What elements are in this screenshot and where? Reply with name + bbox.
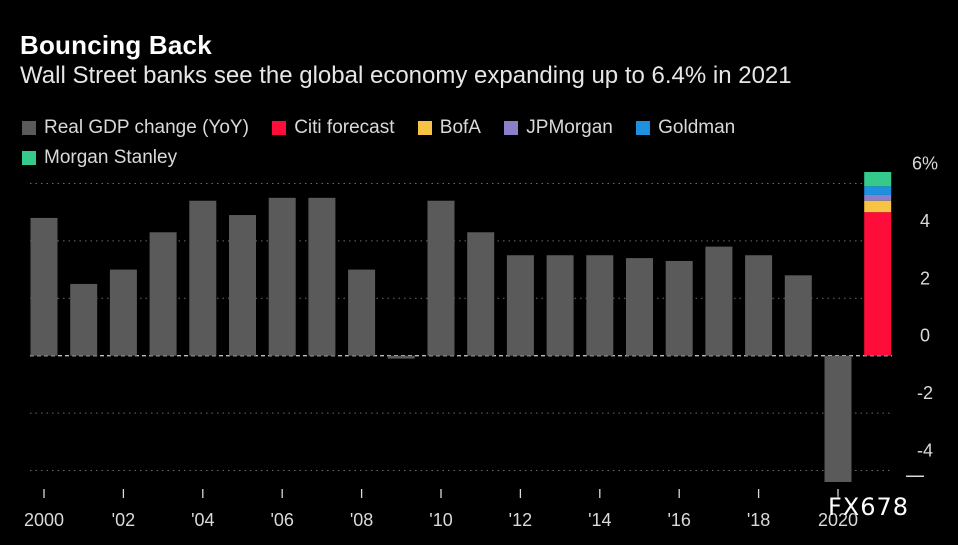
legend-item-gdp: Real GDP change (YoY) xyxy=(22,114,249,142)
bar-2020 xyxy=(824,355,852,482)
legend-label-gdp: Real GDP change (YoY) xyxy=(44,117,249,138)
x-tick-label: '10 xyxy=(429,510,452,530)
x-tick-label: '02 xyxy=(112,510,135,530)
y-axis-ticks: 6% 4 2 0 -2 -4 xyxy=(912,153,938,460)
legend: Real GDP change (YoY) Citi forecast BofA… xyxy=(22,114,862,174)
bar-2004 xyxy=(189,200,217,356)
y-tick-label: 0 xyxy=(920,326,930,346)
legend-label-bofa: BofA xyxy=(439,117,481,138)
bar-2015 xyxy=(626,258,653,356)
x-tick-label: '12 xyxy=(509,510,532,530)
chart-title: Bouncing Back xyxy=(20,30,212,60)
x-tick-label: 2020 xyxy=(818,510,858,530)
legend-swatch-gdp xyxy=(22,121,36,135)
y-tick-label: 4 xyxy=(920,211,930,231)
legend-item-morgan-stanley: Morgan Stanley xyxy=(22,144,177,172)
y-tick-label: 2 xyxy=(920,268,930,288)
legend-item-citi: Citi forecast xyxy=(272,114,395,142)
x-tick-label: '08 xyxy=(350,510,373,530)
x-tick-label: '06 xyxy=(270,510,293,530)
legend-swatch-bofa xyxy=(417,121,432,135)
x-axis-ticks: 2000 '02 '04 '06 '08 '10 '12 '14 '16 '18 2020 xyxy=(24,489,858,530)
y-tick-label: -2 xyxy=(917,383,933,403)
bar-2021-bofa xyxy=(864,200,892,213)
bar-2013 xyxy=(546,255,574,356)
bar-2021-jpmorgan xyxy=(864,194,892,201)
legend-label-goldman: Goldman xyxy=(658,117,736,138)
legend-label-morgan-stanley: Morgan Stanley xyxy=(44,147,178,168)
bar-2017 xyxy=(705,246,733,356)
legend-swatch-morgan-stanley xyxy=(22,151,36,165)
chart-subtitle: Wall Street banks see the global economy… xyxy=(20,62,792,89)
bar-2007 xyxy=(308,197,336,356)
x-tick-label: '16 xyxy=(667,510,690,530)
legend-item-goldman: Goldman xyxy=(636,114,735,142)
bar-2003 xyxy=(149,232,177,356)
bar-2018 xyxy=(745,255,773,356)
x-tick-label: 2000 xyxy=(24,510,64,530)
bar-2019 xyxy=(784,275,812,356)
legend-swatch-goldman xyxy=(636,121,651,135)
bar-2021-goldman xyxy=(864,186,892,195)
y-tick-label: -4 xyxy=(917,441,933,461)
legend-item-jpmorgan: JPMorgan xyxy=(504,114,613,142)
legend-swatch-citi xyxy=(272,121,287,135)
bar-2001 xyxy=(70,283,98,356)
watermark: FX678 xyxy=(828,493,910,521)
bar-2021-morgan-stanley xyxy=(864,172,892,187)
bar-2010 xyxy=(427,200,455,356)
bars xyxy=(30,172,892,482)
bar-2008 xyxy=(348,269,376,356)
y-tick-label: 6% xyxy=(912,153,938,173)
bar-2014 xyxy=(586,255,614,356)
bar-2012 xyxy=(506,255,534,356)
bar-2011 xyxy=(467,232,495,356)
legend-label-jpmorgan: JPMorgan xyxy=(526,117,613,138)
bar-2002 xyxy=(109,269,137,356)
bar-2016 xyxy=(665,260,693,356)
bar-2021-citi-forecast xyxy=(864,212,892,356)
legend-swatch-jpmorgan xyxy=(504,121,519,135)
bar-2009 xyxy=(387,355,415,359)
legend-label-citi: Citi forecast xyxy=(294,117,395,138)
bar-2005 xyxy=(229,215,256,356)
legend-item-bofa: BofA xyxy=(417,114,481,142)
bar-2006 xyxy=(268,197,296,356)
x-tick-label: '14 xyxy=(588,510,611,530)
x-tick-label: '18 xyxy=(747,510,770,530)
bar-2000 xyxy=(30,217,58,356)
x-tick-label: '04 xyxy=(191,510,214,530)
